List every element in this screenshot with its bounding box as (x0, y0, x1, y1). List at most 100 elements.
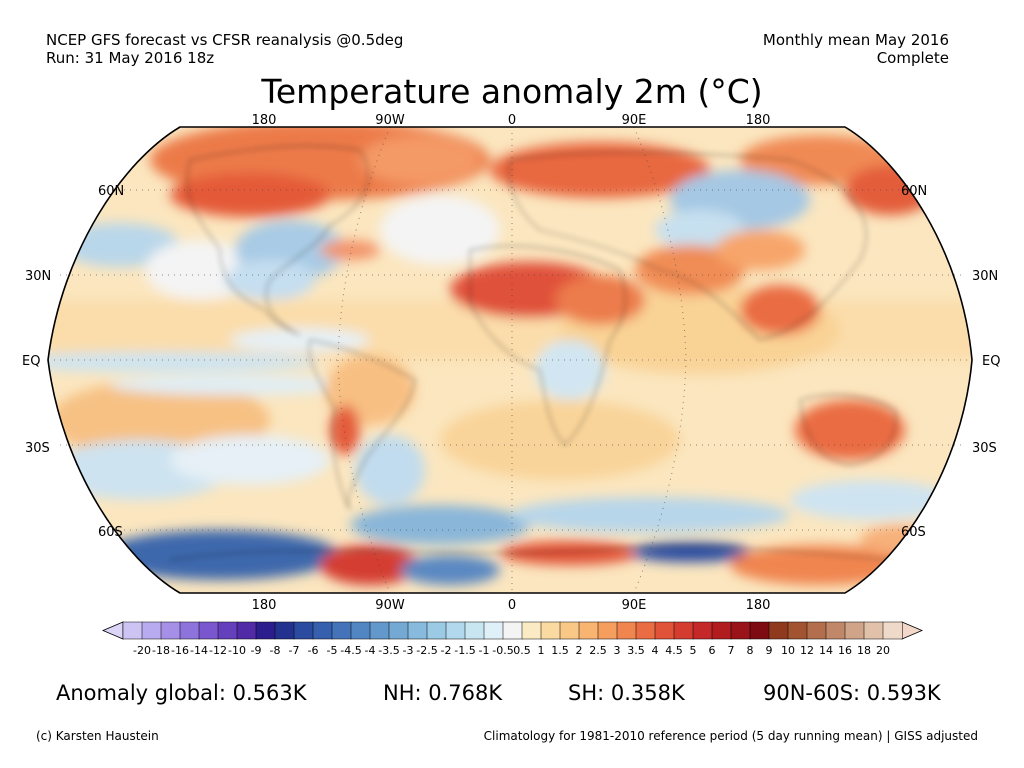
anomaly-map: 180 90W 0 90E 180 180 90W 0 90E 180 60N … (22, 113, 1000, 613)
colorbar-tick-label: 3.5 (627, 644, 645, 657)
colorbar-tick-label: -7 (289, 644, 300, 657)
period-description: Monthly mean May 2016 (762, 31, 949, 49)
colorbar-swatch (255, 621, 276, 640)
lon-label-top-90w: 90W (375, 113, 405, 128)
colorbar-swatch (844, 621, 865, 640)
colorbar-swatch (236, 621, 257, 640)
colorbar-tick-label: -10 (228, 644, 246, 657)
coastlines (169, 145, 901, 561)
colorbar-tick-label: -8 (270, 644, 281, 657)
colorbar-tick-label: 2.5 (589, 644, 607, 657)
colorbar-tick-label: 8 (747, 644, 754, 657)
colorbar-tick-label: -14 (190, 644, 208, 657)
colorbar-swatch (445, 621, 466, 640)
colorbar-tick-label: -0.5 (492, 644, 513, 657)
colorbar-min-arrow (101, 621, 124, 640)
colorbar-tick-label: 20 (876, 644, 890, 657)
colorbar-tick-label: 16 (838, 644, 852, 657)
lat-label-right-30n: 30N (972, 269, 998, 284)
graticule (48, 126, 972, 594)
colorbar-swatch (426, 621, 447, 640)
colorbar-tick-label: 0.5 (513, 644, 531, 657)
colorbar-tick-label: -16 (171, 644, 189, 657)
colorbar-tick-label: 12 (800, 644, 814, 657)
colorbar-swatch (369, 621, 390, 640)
colorbar-tick-label: -12 (209, 644, 227, 657)
colorbar-swatch (464, 621, 485, 640)
colorbar-tick-label: 2 (576, 644, 583, 657)
completion-status: Complete (876, 49, 949, 67)
colorbar-tick-label: -5 (327, 644, 338, 657)
lat-label-left-eq: EQ (22, 354, 40, 369)
colorbar-tick-label: -18 (152, 644, 170, 657)
colorbar-swatch (312, 621, 333, 640)
colorbar-swatch (806, 621, 827, 640)
colorbar-swatch (882, 621, 903, 640)
copyright: (c) Karsten Haustein (36, 729, 159, 743)
colorbar-swatch (863, 621, 884, 640)
colorbar-tick-label: -2.5 (416, 644, 437, 657)
lon-label-bottom-90w: 90W (375, 598, 405, 613)
lon-label-bottom-180w: 180 (252, 598, 277, 613)
colorbar-swatch (502, 621, 523, 640)
colorbar-tick-label: 4 (652, 644, 659, 657)
header-left: NCEP GFS forecast vs CFSR reanalysis @0.… (46, 31, 403, 67)
colorbar-swatch (768, 621, 789, 640)
lat-label-right-30s: 30S (972, 441, 997, 456)
colorbar-tick-label: -1 (479, 644, 490, 657)
colorbar-tick-label: 4.5 (665, 644, 683, 657)
colorbar-swatch (331, 621, 352, 640)
colorbar-swatch (407, 621, 428, 640)
colorbar-tick-label: 6 (709, 644, 716, 657)
lat-label-right-eq: EQ (982, 354, 1000, 369)
colorbar-tick-label: 9 (766, 644, 773, 657)
lat-label-left-60n: 60N (98, 184, 124, 199)
colorbar-max-arrow (901, 621, 924, 640)
lat-label-right-60s: 60S (901, 525, 926, 540)
colorbar-tick-label: -9 (251, 644, 262, 657)
colorbar-swatch (483, 621, 504, 640)
lat-label-left-60s: 60S (98, 525, 123, 540)
colorbar-swatch (654, 621, 675, 640)
lon-label-top-180w: 180 (252, 113, 277, 128)
colorbar-tick-label: -6 (308, 644, 319, 657)
global-anomaly: Anomaly global: 0.563K (56, 681, 307, 705)
colorbar-swatch (521, 621, 542, 640)
nh-anomaly: NH: 0.768K (383, 681, 503, 705)
colorbar-swatch (350, 621, 371, 640)
colorbar-tick-label: 18 (857, 644, 871, 657)
colorbar-swatch (198, 621, 219, 640)
colorbar-tick-label: -1.5 (454, 644, 475, 657)
colorbar-tick-label: -4 (365, 644, 376, 657)
colorbar-tick-label: 10 (781, 644, 795, 657)
colorbar: -20 -18 -16 -14 -12 -10 -9 -8 -7 -6 -5 -4.5 -4 -3.5 -3… (101, 621, 924, 657)
colorbar-tick-label: -3.5 (378, 644, 399, 657)
colorbar-swatch (787, 621, 808, 640)
colorbar-tick-label: -2 (441, 644, 452, 657)
colorbar-swatch (122, 621, 143, 640)
colorbar-swatch (711, 621, 732, 640)
colorbar-swatch (730, 621, 751, 640)
colorbar-tick-label: 1.5 (551, 644, 569, 657)
colorbar-tick-label: 14 (819, 644, 833, 657)
colorbar-swatch (578, 621, 599, 640)
lat-label-right-60n: 60N (901, 184, 927, 199)
colorbar-tick-label: -20 (133, 644, 151, 657)
colorbar-swatch (673, 621, 694, 640)
colorbar-tick-label: -3 (403, 644, 414, 657)
colorbar-swatch (179, 621, 200, 640)
colorbar-swatch (825, 621, 846, 640)
climatology-note: Climatology for 1981-2010 reference peri… (483, 729, 978, 743)
sh-anomaly: SH: 0.358K (568, 681, 685, 705)
colorbar-swatch (540, 621, 561, 640)
lon-label-bottom-90e: 90E (622, 598, 647, 613)
colorbar-swatch (293, 621, 314, 640)
colorbar-swatch (635, 621, 656, 640)
colorbar-swatch (274, 621, 295, 640)
colorbar-swatch (160, 621, 181, 640)
lat-label-left-30n: 30N (25, 269, 51, 284)
colorbar-tick-label: 5 (690, 644, 697, 657)
colorbar-tick-label: 7 (728, 644, 735, 657)
colorbar-swatch (559, 621, 580, 640)
model-description: NCEP GFS forecast vs CFSR reanalysis @0.… (46, 31, 404, 49)
